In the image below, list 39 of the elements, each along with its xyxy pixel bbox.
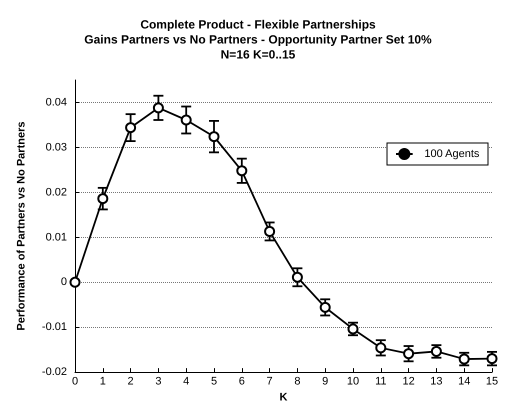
x-axis-title: K <box>280 392 288 404</box>
x-tick-label: 2 <box>128 376 134 388</box>
y-tick-label: -0.01 <box>42 321 67 334</box>
x-tick-label: 13 <box>430 376 443 388</box>
x-tick-label: 0 <box>72 376 78 388</box>
chart-title: Complete Product - Flexible Partnerships Gains Partners vs No Partners - Opportunity Partner Set 10% N=16 K=0..15 <box>84 18 432 62</box>
x-tick-label: 7 <box>266 376 273 388</box>
x-tick-label: 5 <box>210 376 218 388</box>
point <box>403 348 414 360</box>
point <box>236 165 248 176</box>
point <box>152 102 164 114</box>
y-tick-label: 0.02 <box>46 186 67 198</box>
x-tick-label: 6 <box>238 376 245 388</box>
point <box>97 193 108 204</box>
point <box>264 226 276 237</box>
point <box>70 276 80 288</box>
point <box>125 122 136 134</box>
point <box>320 302 331 313</box>
x-tick-label: 3 <box>155 376 162 388</box>
x-tick-label: 1 <box>100 376 106 388</box>
x-tick-label: 10 <box>346 376 360 388</box>
y-tick-label: 0.01 <box>46 231 67 244</box>
x-tick-label: 4 <box>183 376 190 388</box>
x-tick-label: 14 <box>458 376 470 388</box>
x-tick-label: 8 <box>294 376 300 388</box>
x-tick-label: 15 <box>486 376 498 388</box>
point <box>208 131 220 142</box>
point <box>180 114 192 126</box>
y-tick-label: 0.03 <box>46 141 67 154</box>
x-tick-label: 12 <box>402 376 415 388</box>
legend-label: 100 Agents <box>424 148 480 160</box>
point <box>292 272 303 283</box>
y-tick-label: 0 <box>60 276 67 288</box>
point <box>375 342 386 354</box>
y-tick-label: 0.04 <box>46 96 67 108</box>
x-tick-label: 11 <box>375 376 387 388</box>
x-tick-label: 9 <box>322 376 328 388</box>
y-tick-label: -0.02 <box>42 366 67 378</box>
y-axis-title: Performance of Partners vs No Partners <box>16 122 28 331</box>
